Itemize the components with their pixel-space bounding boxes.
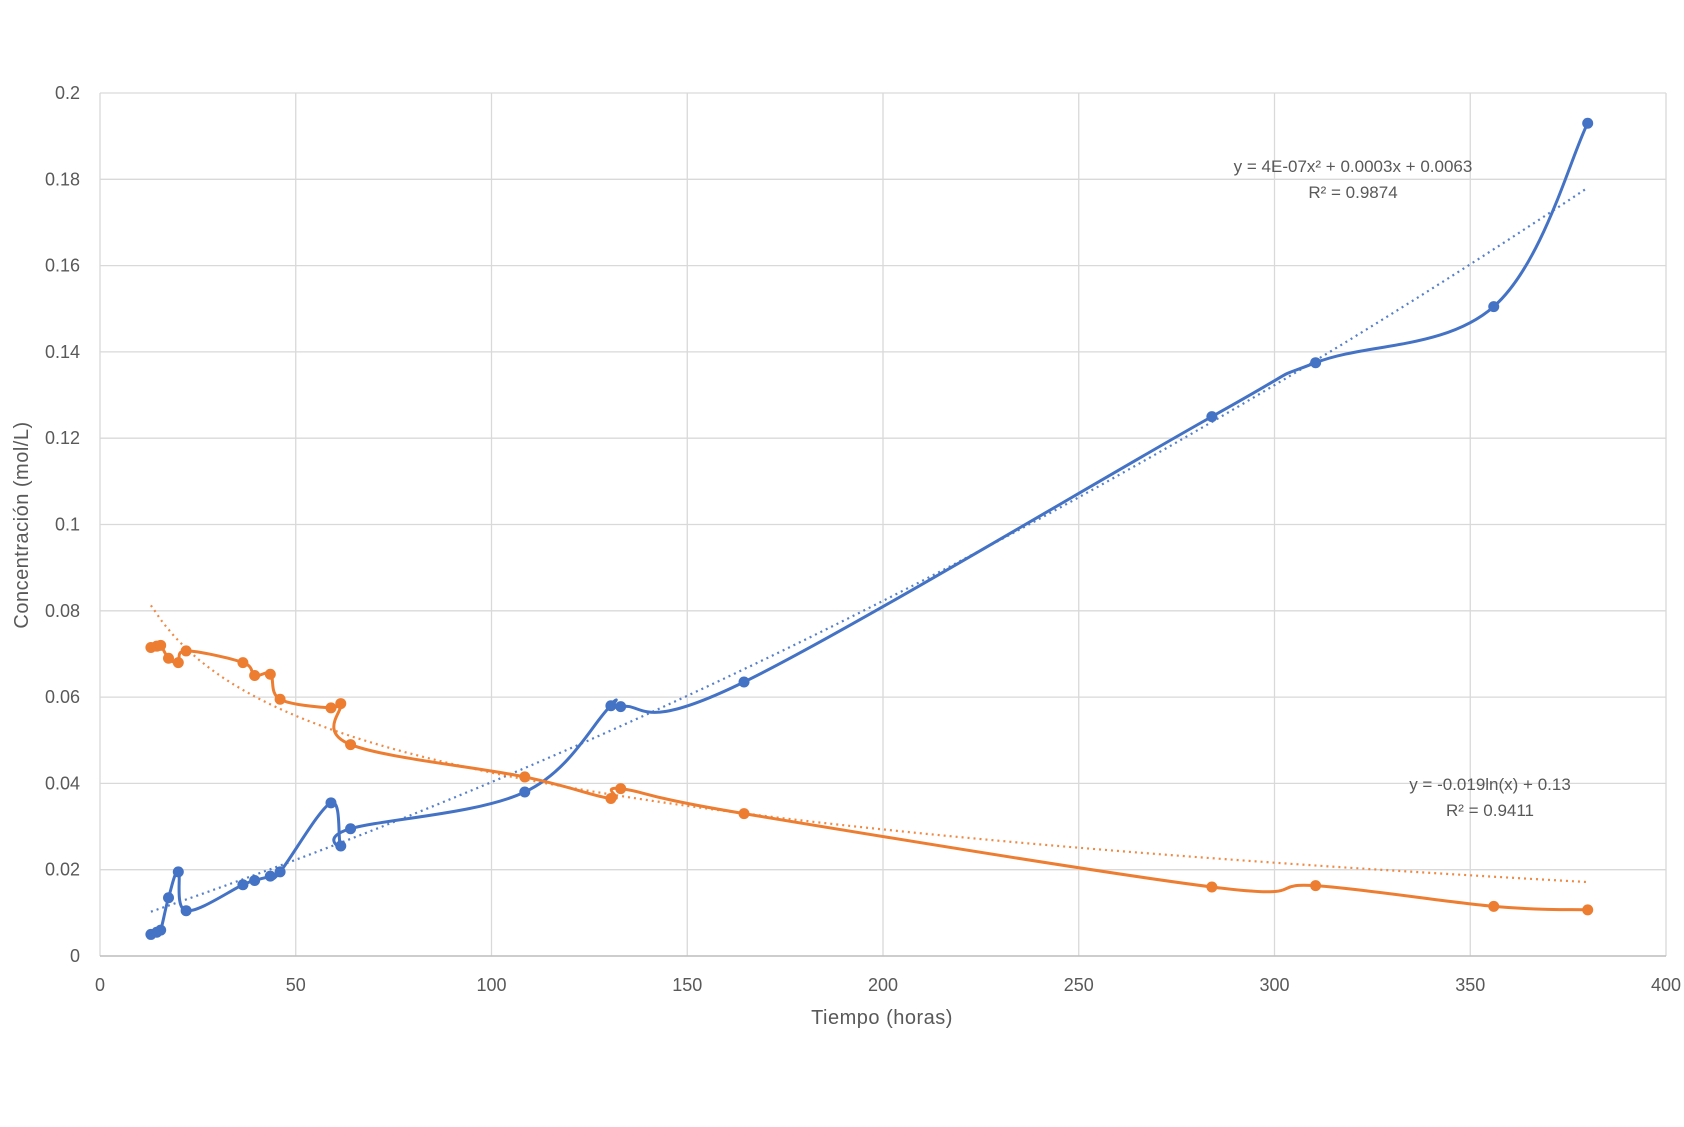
gridlines [99,92,1667,957]
data-point [1206,881,1218,893]
trendline-1 [149,604,1588,884]
data-point [180,645,192,657]
x-tick-label: 150 [672,975,702,995]
x-tick-label: 50 [286,975,306,995]
data-point [172,866,184,878]
data-point [335,840,347,852]
data-point [155,924,167,936]
data-point [172,657,184,669]
trendlines [149,186,1589,913]
data-point [163,892,175,904]
data-point [605,700,617,712]
x-tick-label: 0 [95,975,105,995]
data-point [249,874,261,886]
x-tick-label: 400 [1651,975,1681,995]
x-tick-label: 200 [868,975,898,995]
data-point [605,793,617,805]
trendline-equation-orange: y = -0.019ln(x) + 0.13 [1409,775,1571,794]
data-point [264,870,276,882]
data-point [274,866,286,878]
data-point [345,823,357,835]
data-point [519,771,531,783]
y-tick-label: 0.14 [45,342,80,362]
data-point [237,657,249,669]
data-point [1488,301,1500,313]
tick-labels: 0 50 100 150 200 250 300 350 400 0 0.02 0.04 0.06 0.0… [45,83,1681,995]
series-lines [149,121,1590,936]
data-point [1206,411,1218,423]
y-tick-label: 0.2 [55,83,80,103]
x-axis-title: Tiempo (horas) [811,1007,953,1029]
data-point [264,668,276,680]
x-tick-label: 350 [1455,975,1485,995]
data-point [1582,117,1594,129]
data-point [738,808,750,820]
y-tick-label: 0.1 [55,515,80,535]
data-point [274,693,286,705]
data-point [1488,900,1500,912]
y-axis-title: Concentración (mol/L) [11,421,33,628]
series-line-0 [149,121,1590,936]
y-tick-label: 0.02 [45,860,80,880]
data-point [335,698,347,710]
data-point [325,797,337,809]
x-tick-label: 100 [476,975,506,995]
y-tick-label: 0.12 [45,428,80,448]
x-tick-label: 250 [1064,975,1094,995]
y-tick-label: 0.08 [45,601,80,621]
trendline-r2-orange: R² = 0.9411 [1446,801,1534,820]
data-point [615,783,627,795]
data-point [155,639,167,651]
data-point [163,652,175,664]
data-point [519,786,531,798]
x-tick-label: 300 [1259,975,1289,995]
y-tick-label: 0 [70,946,80,966]
data-point [325,702,337,714]
series-points [145,117,1594,940]
y-tick-label: 0.18 [45,169,80,189]
y-tick-label: 0.04 [45,773,80,793]
trendline-r2-blue: R² = 0.9874 [1308,183,1397,202]
data-point [237,879,249,891]
data-point [615,701,627,713]
y-tick-label: 0.16 [45,256,80,276]
trendline-0 [150,186,1589,913]
trendline-equation-blue: y = 4E-07x² + 0.0003x + 0.0063 [1234,157,1473,176]
data-point [180,905,192,917]
data-point [1310,357,1322,369]
data-point [1582,904,1594,916]
y-tick-label: 0.06 [45,687,80,707]
data-point [1310,880,1322,892]
data-point [345,739,357,751]
data-point [738,676,750,688]
data-point [249,670,261,682]
